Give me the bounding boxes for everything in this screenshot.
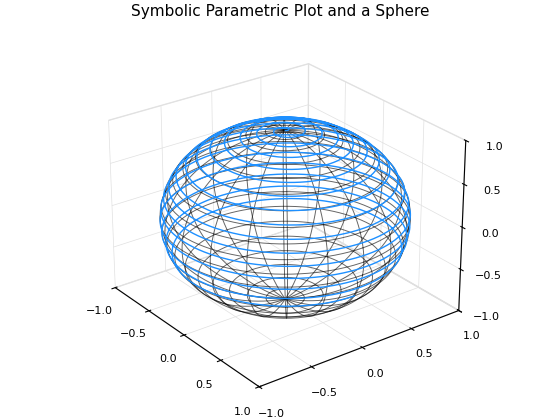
- Title: Symbolic Parametric Plot and a Sphere: Symbolic Parametric Plot and a Sphere: [130, 4, 430, 19]
